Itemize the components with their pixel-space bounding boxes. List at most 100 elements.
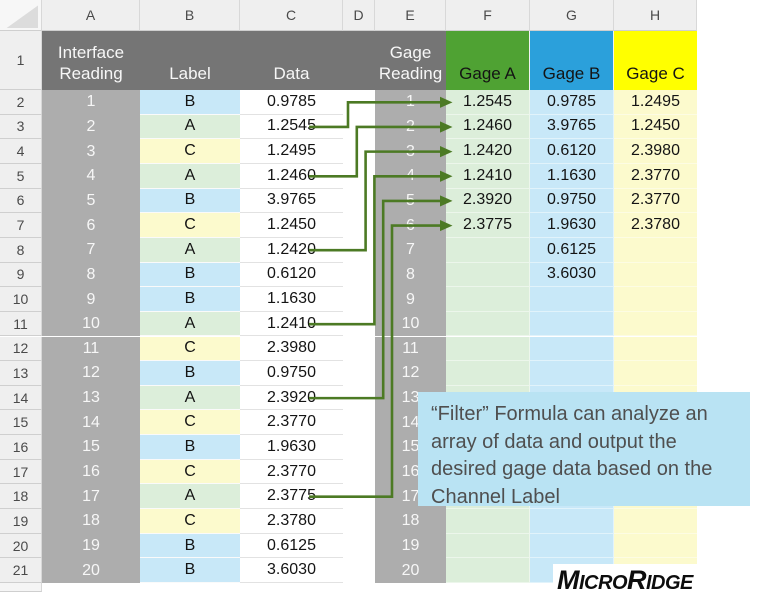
row-header-12[interactable]: 12	[0, 336, 42, 362]
row-header-10[interactable]: 10	[0, 287, 42, 312]
cell-B21[interactable]: B	[140, 558, 240, 583]
header-data[interactable]: Data	[273, 64, 310, 83]
cell-G6[interactable]: 0.9750	[530, 188, 614, 214]
cell-G4[interactable]: 0.6120	[530, 139, 614, 164]
header-label[interactable]: Label	[169, 64, 211, 83]
header-interface-reading[interactable]: Interface Reading	[57, 43, 125, 83]
cell-C14[interactable]: 2.3920	[240, 385, 343, 411]
cell-B14[interactable]: A	[140, 385, 240, 411]
cell-C20[interactable]: 0.6125	[240, 533, 343, 559]
cell-A3[interactable]: 2	[42, 114, 140, 140]
cell-H12[interactable]	[614, 336, 697, 362]
cell-C2[interactable]: 0.9785	[240, 90, 343, 115]
cell-A2[interactable]: 1	[42, 90, 140, 115]
cell-F10[interactable]	[446, 287, 530, 312]
cell-F3[interactable]: 1.2460	[446, 114, 530, 140]
select-all-corner[interactable]	[0, 0, 42, 31]
cell-E7[interactable]: 6	[375, 213, 446, 238]
row-header-3[interactable]: 3	[0, 114, 42, 140]
cell-A18[interactable]: 17	[42, 484, 140, 510]
cell-E19[interactable]: 18	[375, 509, 446, 534]
cell-H11[interactable]	[614, 311, 697, 337]
cell-F6[interactable]: 2.3920	[446, 188, 530, 214]
cell-B19[interactable]: C	[140, 509, 240, 534]
cell-B8[interactable]: A	[140, 237, 240, 263]
cell-E3[interactable]: 2	[375, 114, 446, 140]
row-header-13[interactable]: 13	[0, 361, 42, 386]
cell-B16[interactable]: B	[140, 435, 240, 460]
cell-A7[interactable]: 6	[42, 213, 140, 238]
cell-H13[interactable]	[614, 361, 697, 386]
cell-B11[interactable]: A	[140, 311, 240, 337]
cell-H2[interactable]: 1.2495	[614, 90, 697, 115]
cell-F5[interactable]: 1.2410	[446, 163, 530, 189]
column-header-D[interactable]: D	[343, 0, 375, 31]
callout-textbox[interactable]: “Filter” Formula can analyze an array of…	[418, 392, 750, 508]
cell-F13[interactable]	[446, 361, 530, 386]
cell-H9[interactable]	[614, 262, 697, 288]
cell-H7[interactable]: 2.3780	[614, 213, 697, 238]
cell-A21[interactable]: 20	[42, 558, 140, 583]
cell-A15[interactable]: 14	[42, 410, 140, 436]
cell-F4[interactable]: 1.2420	[446, 139, 530, 164]
cell-H8[interactable]	[614, 237, 697, 263]
cell-F2[interactable]: 1.2545	[446, 90, 530, 115]
cell-C3[interactable]: 1.2545	[240, 114, 343, 140]
cell-F8[interactable]	[446, 237, 530, 263]
cell-G5[interactable]: 1.1630	[530, 163, 614, 189]
header-gage-b[interactable]: Gage B	[530, 31, 614, 90]
row-header-1[interactable]: 1	[0, 31, 42, 90]
cell-F7[interactable]: 2.3775	[446, 213, 530, 238]
cell-E9[interactable]: 8	[375, 262, 446, 288]
cell-C12[interactable]: 2.3980	[240, 336, 343, 362]
column-header-H[interactable]: H	[614, 0, 697, 31]
header-gage-c[interactable]: Gage C	[614, 31, 697, 90]
cell-E8[interactable]: 7	[375, 237, 446, 263]
row-header-2[interactable]: 2	[0, 90, 42, 115]
row-header-16[interactable]: 16	[0, 435, 42, 460]
cell-A16[interactable]: 15	[42, 435, 140, 460]
cell-B3[interactable]: A	[140, 114, 240, 140]
cell-C11[interactable]: 1.2410	[240, 311, 343, 337]
row-header-11[interactable]: 11	[0, 311, 42, 337]
cell-G12[interactable]	[530, 336, 614, 362]
cell-G8[interactable]: 0.6125	[530, 237, 614, 263]
cell-B7[interactable]: C	[140, 213, 240, 238]
cell-E11[interactable]: 10	[375, 311, 446, 337]
row-header-21[interactable]: 21	[0, 558, 42, 583]
header-gage-a[interactable]: Gage A	[446, 31, 530, 90]
cell-H5[interactable]: 2.3770	[614, 163, 697, 189]
cell-G20[interactable]	[530, 533, 614, 559]
row-header-18[interactable]: 18	[0, 484, 42, 510]
cell-H20[interactable]	[614, 533, 697, 559]
cell-E10[interactable]: 9	[375, 287, 446, 312]
cell-F20[interactable]	[446, 533, 530, 559]
column-header-E[interactable]: E	[375, 0, 446, 31]
cell-E6[interactable]: 5	[375, 188, 446, 214]
cell-A9[interactable]: 8	[42, 262, 140, 288]
cell-E5[interactable]: 4	[375, 163, 446, 189]
cell-B10[interactable]: B	[140, 287, 240, 312]
cell-C15[interactable]: 2.3770	[240, 410, 343, 436]
cell-E13[interactable]: 12	[375, 361, 446, 386]
column-header-B[interactable]: B	[140, 0, 240, 31]
cell-A4[interactable]: 3	[42, 139, 140, 164]
cell-A20[interactable]: 19	[42, 533, 140, 559]
cell-C8[interactable]: 1.2420	[240, 237, 343, 263]
cell-A11[interactable]: 10	[42, 311, 140, 337]
cell-B2[interactable]: B	[140, 90, 240, 115]
column-header-C[interactable]: C	[240, 0, 343, 31]
cell-B9[interactable]: B	[140, 262, 240, 288]
row-header-6[interactable]: 6	[0, 188, 42, 214]
cell-B4[interactable]: C	[140, 139, 240, 164]
column-header-A[interactable]: A	[42, 0, 140, 31]
row-header-15[interactable]: 15	[0, 410, 42, 436]
cell-C17[interactable]: 2.3770	[240, 459, 343, 485]
cell-G3[interactable]: 3.9765	[530, 114, 614, 140]
cell-H4[interactable]: 2.3980	[614, 139, 697, 164]
cell-A8[interactable]: 7	[42, 237, 140, 263]
cell-B17[interactable]: C	[140, 459, 240, 485]
cell-G13[interactable]	[530, 361, 614, 386]
row-header-9[interactable]: 9	[0, 262, 42, 288]
cell-A17[interactable]: 16	[42, 459, 140, 485]
